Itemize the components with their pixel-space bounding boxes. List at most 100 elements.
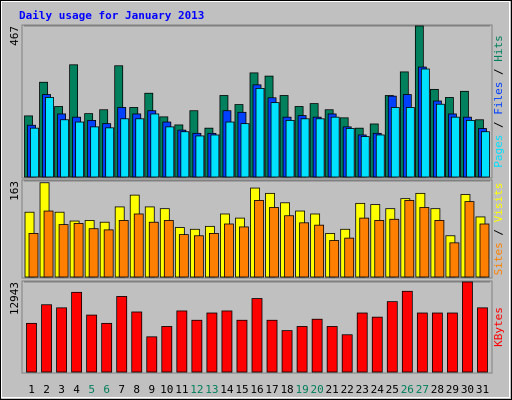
bar <box>405 107 415 178</box>
bar <box>221 310 233 373</box>
x-tick-label: 19 <box>295 383 308 396</box>
bar <box>360 136 370 178</box>
x-tick-label: 1 <box>28 383 35 396</box>
x-tick-label: 4 <box>73 383 80 396</box>
bar <box>58 224 69 278</box>
bar <box>330 116 340 178</box>
bar <box>477 307 488 373</box>
bar <box>341 334 353 373</box>
bar <box>311 318 323 373</box>
bar <box>224 223 234 278</box>
bar <box>479 223 490 278</box>
x-tick-label: 2 <box>43 383 50 396</box>
x-tick-label: 21 <box>326 383 339 396</box>
bar <box>75 121 85 178</box>
bar <box>300 118 310 178</box>
legend-entry: Visits <box>492 183 505 223</box>
x-tick-label: 24 <box>371 383 385 396</box>
bar <box>101 322 113 373</box>
bar <box>449 242 460 278</box>
bar <box>389 218 400 278</box>
legend: KBytes <box>492 307 505 347</box>
bar <box>420 68 430 178</box>
bar <box>270 102 280 178</box>
x-tick-label: 10 <box>160 383 173 396</box>
bar <box>419 207 430 278</box>
bar <box>481 131 490 178</box>
bar <box>43 210 54 278</box>
bar <box>285 120 295 178</box>
legend-entry: Hits <box>492 35 505 62</box>
x-tick-label: 5 <box>88 383 95 396</box>
x-tick-label: 28 <box>431 383 444 396</box>
y-tick-label: 163 <box>8 181 21 201</box>
legend: Pages / Files / Hits <box>492 35 505 168</box>
bar <box>180 131 190 178</box>
x-tick-label: 27 <box>416 383 429 396</box>
legend-separator: / <box>492 115 505 135</box>
bar <box>195 135 205 178</box>
y-tick-label: 12943 <box>8 282 21 315</box>
bar <box>451 116 460 178</box>
bar <box>150 113 160 178</box>
bar <box>118 220 129 278</box>
legend-separator: / <box>492 222 505 242</box>
bar <box>210 134 220 178</box>
bar <box>163 220 174 278</box>
bar <box>209 233 219 278</box>
bar <box>71 291 83 373</box>
x-tick-label: 23 <box>356 383 369 396</box>
bar <box>133 213 144 278</box>
bar <box>161 326 173 373</box>
x-tick-label: 7 <box>118 383 125 396</box>
bar <box>206 312 218 373</box>
bar <box>251 298 263 373</box>
bar <box>447 312 458 373</box>
bar <box>131 311 143 373</box>
bar <box>239 226 249 278</box>
bar <box>120 118 130 178</box>
bar <box>146 336 158 373</box>
bar <box>371 316 383 373</box>
bar <box>86 314 98 373</box>
bar <box>315 118 325 178</box>
bar <box>176 310 188 373</box>
bar <box>90 126 100 178</box>
bar <box>390 107 400 178</box>
bar <box>28 233 39 278</box>
bar <box>434 220 445 278</box>
x-tick-label: 17 <box>265 383 278 396</box>
bar <box>296 326 308 373</box>
bar <box>105 127 115 178</box>
bar <box>284 215 294 278</box>
x-tick-label: 31 <box>476 383 489 396</box>
bar <box>165 126 175 178</box>
x-tick-label: 26 <box>401 383 414 396</box>
bar <box>225 121 235 178</box>
bar <box>88 228 99 278</box>
x-tick-label: 6 <box>103 383 110 396</box>
bar <box>266 319 278 373</box>
bar <box>314 224 325 278</box>
bar <box>103 229 114 278</box>
legend-separator: / <box>492 62 505 82</box>
x-tick-label: 18 <box>280 383 293 396</box>
bar <box>193 235 204 278</box>
bar <box>254 200 264 278</box>
legend: Sites / Visits <box>492 183 505 276</box>
bar <box>326 326 338 373</box>
bar <box>401 290 413 373</box>
legend-entry: KBytes <box>492 307 505 347</box>
x-tick-label: 20 <box>311 383 324 396</box>
x-tick-label: 11 <box>175 383 188 396</box>
bar <box>26 322 37 373</box>
bar <box>431 312 443 373</box>
bar <box>281 330 293 373</box>
x-tick-label: 13 <box>205 383 218 396</box>
bar <box>148 221 159 278</box>
legend-entry: Files <box>492 82 505 115</box>
x-tick-label: 29 <box>446 383 459 396</box>
x-tick-label: 8 <box>133 383 140 396</box>
